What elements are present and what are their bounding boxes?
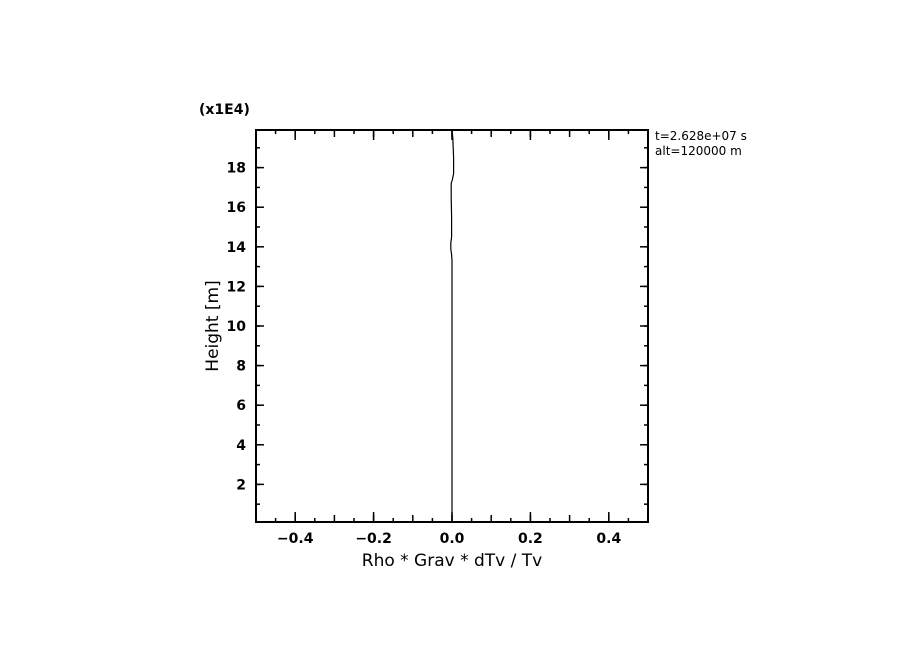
annotation-time: t=2.628e+07 s [655, 129, 747, 143]
y-tick-label: 6 [236, 398, 246, 414]
x-tick-label: 0.2 [518, 531, 543, 547]
x-tick-label: −0.2 [355, 531, 392, 547]
x-tick-label: 0.4 [596, 531, 621, 547]
y-tick-label: 12 [227, 279, 246, 295]
y-tick-label: 18 [227, 161, 246, 177]
y-tick-label: 10 [227, 319, 247, 335]
series-line [450, 129, 455, 522]
y-tick-label: 16 [227, 200, 246, 216]
x-tick-label: −0.4 [277, 531, 314, 547]
x-tick-label: 0.0 [440, 531, 465, 547]
y-multiplier-label: (x1E4) [199, 102, 250, 118]
y-tick-label: 14 [227, 240, 247, 256]
y-tick-label: 8 [236, 359, 246, 375]
y-tick-label: 4 [236, 438, 246, 454]
y-axis-label: Height [m] [203, 280, 223, 371]
x-axis-label: Rho * Grav * dTv / Tv [362, 551, 542, 571]
annotation-altitude: alt=120000 m [655, 144, 742, 158]
y-tick-label: 2 [236, 477, 246, 493]
